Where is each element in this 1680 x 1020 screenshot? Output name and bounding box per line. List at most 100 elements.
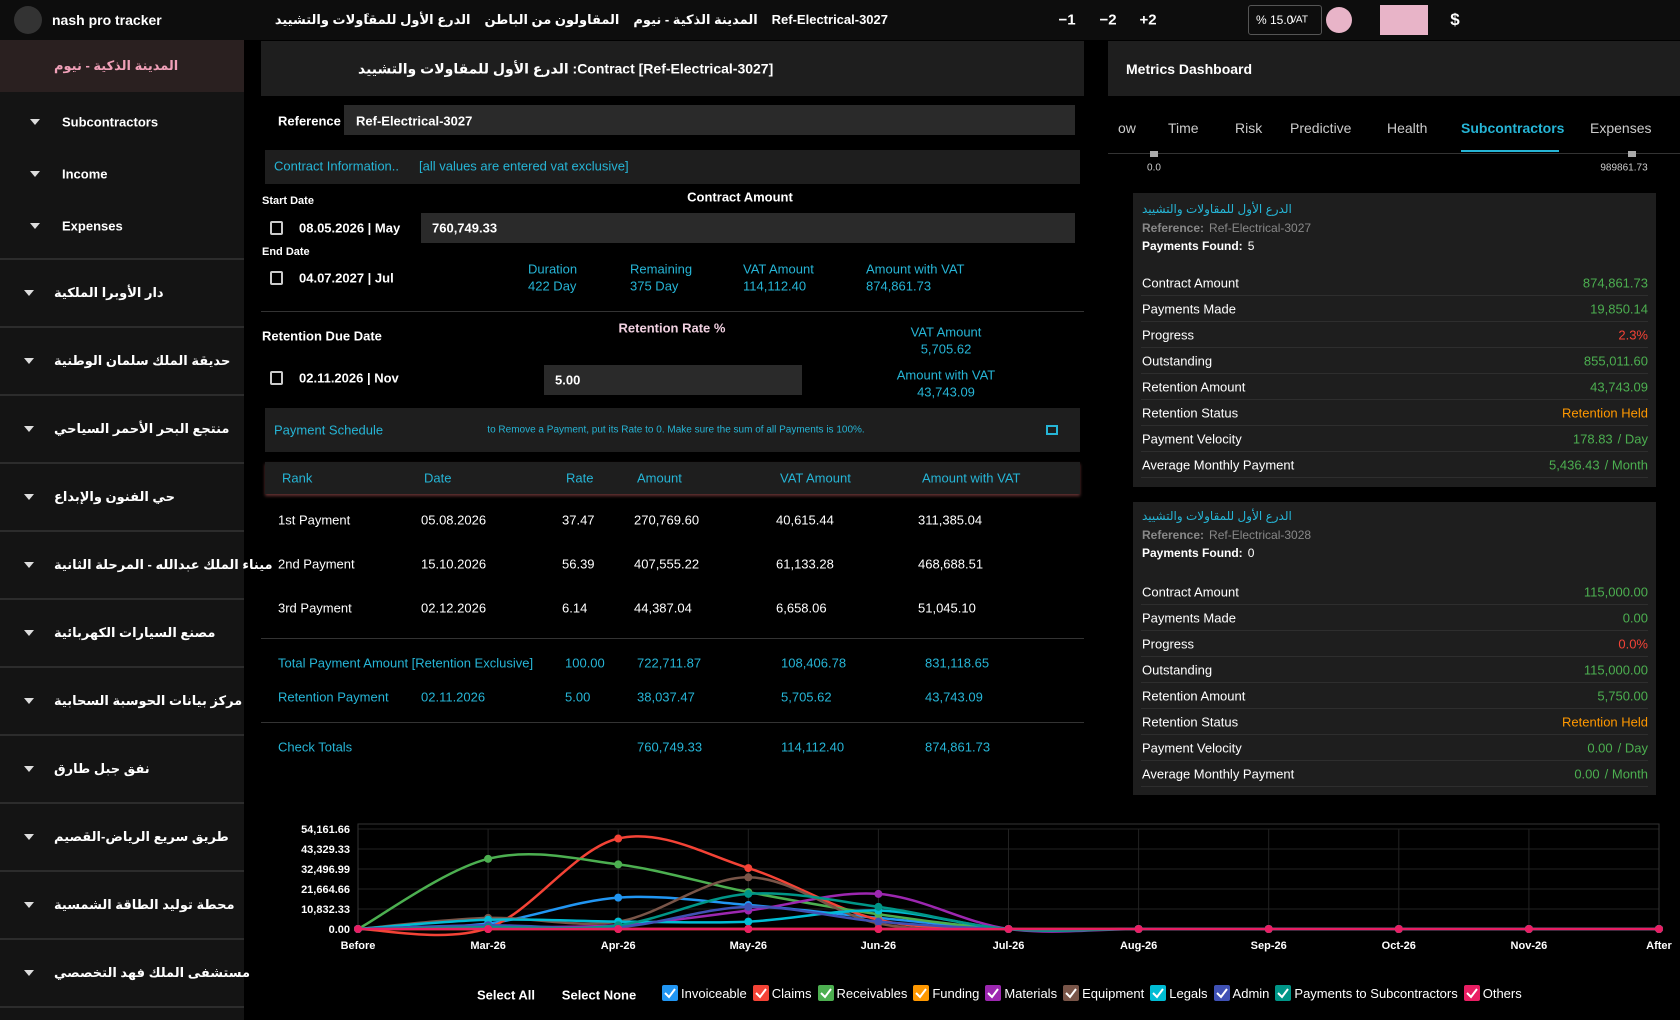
x-tick-label: Aug-26 bbox=[1120, 940, 1157, 952]
sidebar-caret bbox=[24, 290, 34, 296]
reference-label: Reference: bbox=[1142, 528, 1205, 542]
legend-item[interactable]: Funding bbox=[913, 985, 979, 1001]
data-point bbox=[1524, 925, 1533, 933]
legend-item[interactable]: Receivables bbox=[817, 985, 907, 1001]
table-cell[interactable]: 2nd Payment bbox=[278, 556, 355, 572]
legend-item[interactable]: Legals bbox=[1150, 985, 1208, 1001]
breadcrumb-item[interactable]: المقاولون من الباطن bbox=[484, 12, 620, 27]
tab[interactable]: ow bbox=[1118, 120, 1136, 136]
legend-item[interactable]: Admin bbox=[1213, 985, 1269, 1001]
metric-label: Payment Velocity bbox=[1142, 740, 1242, 756]
sidebar-project[interactable]: مركز بيانات الحوسبة السحابية bbox=[54, 693, 243, 708]
legend-checkbox[interactable] bbox=[1150, 985, 1167, 1001]
data-point bbox=[1264, 925, 1273, 933]
sidebar-sub-item[interactable]: Subcontractors bbox=[62, 114, 159, 130]
select-all[interactable]: Select All bbox=[476, 987, 536, 1003]
summary-label: Duration bbox=[528, 261, 578, 277]
metric-sep bbox=[1141, 682, 1648, 683]
tab[interactable]: Time bbox=[1168, 120, 1199, 136]
table-cell[interactable]: 15.10.2026 bbox=[421, 556, 487, 572]
metric-sep bbox=[1141, 399, 1648, 400]
x-tick-label: Mar-26 bbox=[470, 940, 505, 952]
check-vat: 114,112.40 bbox=[781, 739, 845, 755]
legend-item[interactable]: Others bbox=[1463, 985, 1522, 1001]
sidebar-project[interactable]: حي الفنون والإبداع bbox=[54, 489, 175, 504]
check-amount: 760,749.33 bbox=[637, 739, 703, 755]
legend-item[interactable]: Payments to Subcontractors bbox=[1275, 985, 1458, 1001]
amount-input[interactable] bbox=[421, 213, 1075, 243]
legend-checkbox[interactable] bbox=[913, 985, 930, 1001]
rate-input[interactable] bbox=[544, 365, 802, 395]
sidebar-sep bbox=[0, 938, 244, 940]
reference: Ref-Electrical-3028 bbox=[1209, 528, 1312, 542]
sidebar-sub-item[interactable]: Expenses bbox=[62, 218, 123, 234]
slider-thumb bbox=[1150, 151, 1158, 157]
start-date[interactable]: 08.05.2026 | May bbox=[299, 220, 401, 236]
legend-checkbox[interactable] bbox=[1463, 985, 1480, 1001]
check bbox=[664, 988, 676, 999]
legend-checkbox[interactable] bbox=[817, 985, 834, 1001]
tab[interactable]: Health bbox=[1387, 120, 1428, 136]
metric-sep bbox=[1141, 451, 1648, 452]
tab[interactable]: Risk bbox=[1235, 120, 1263, 136]
tab[interactable]: Subcontractors bbox=[1461, 120, 1565, 136]
sidebar-project[interactable]: منتجع البحر الأحمر السياحي bbox=[54, 421, 230, 436]
legend-item[interactable]: Materials bbox=[985, 985, 1057, 1001]
metric-label: Progress bbox=[1142, 636, 1195, 652]
sidebar-sep bbox=[0, 870, 244, 872]
retention-due[interactable]: 02.11.2026 | Nov bbox=[299, 370, 399, 386]
end-date[interactable]: 04.07.2027 | Jul bbox=[299, 270, 394, 286]
step-button[interactable]: +2 bbox=[1139, 11, 1157, 29]
sidebar-project[interactable]: محطة توليد الطاقة الشمسية bbox=[54, 897, 235, 912]
metric-sep bbox=[1141, 321, 1648, 322]
legend-checkbox[interactable] bbox=[985, 985, 1002, 1001]
table-cell[interactable]: 05.08.2026 bbox=[421, 512, 487, 528]
step-button[interactable]: −2 bbox=[1099, 11, 1117, 29]
table-cell[interactable]: 1st Payment bbox=[278, 512, 351, 528]
sidebar-project[interactable]: مستشفى الملك فهد التخصصي bbox=[54, 965, 251, 980]
legend-checkbox[interactable] bbox=[1213, 985, 1230, 1001]
legend-item[interactable]: Claims bbox=[752, 985, 812, 1001]
currency[interactable]: $ bbox=[1450, 10, 1460, 29]
separator bbox=[261, 722, 1084, 723]
sidebar-project[interactable]: حديقة الملك سلمان الوطنية bbox=[54, 353, 231, 368]
breadcrumb-item[interactable]: الدرع الأول للمقاولات والتشييد bbox=[274, 12, 471, 27]
sidebar-project[interactable]: ميناء الملك عبدالله - المرحلة الثانية bbox=[54, 557, 273, 572]
legend-checkbox[interactable] bbox=[752, 985, 769, 1001]
sidebar-project[interactable]: دار الأوبرا الملكية bbox=[54, 285, 164, 300]
sidebar-project[interactable]: مصنع السيارات الكهربائية bbox=[54, 625, 216, 640]
legend-checkbox[interactable] bbox=[662, 985, 678, 1001]
select-none[interactable]: Select None bbox=[561, 987, 637, 1003]
x-tick-label: Jul-26 bbox=[993, 940, 1025, 952]
metric-value: 2.3% bbox=[1618, 327, 1648, 343]
legend-item[interactable]: Invoiceable bbox=[662, 985, 747, 1001]
metric-value: 115,000.00 bbox=[1583, 584, 1648, 600]
sidebar-project[interactable]: طريق سريع الرياض-القصيم bbox=[54, 829, 229, 844]
table-cell[interactable]: 37.47 bbox=[562, 512, 595, 528]
data-point bbox=[1004, 925, 1013, 933]
legend-item[interactable]: Equipment bbox=[1063, 985, 1144, 1001]
sidebar-active[interactable]: المدينة الذكية - نيوم bbox=[54, 58, 179, 73]
sidebar-project[interactable]: نفق جبل طارق bbox=[54, 761, 150, 776]
metric-value-row: 5,436.43/ Month bbox=[1549, 458, 1648, 473]
data-point bbox=[484, 915, 493, 924]
step-button[interactable]: −1 bbox=[1058, 11, 1076, 29]
breadcrumb-item[interactable]: Ref-Electrical-3027 bbox=[771, 12, 888, 27]
table-cell[interactable]: 6.14 bbox=[562, 600, 588, 616]
table-cell[interactable]: 02.12.2026 bbox=[421, 600, 487, 616]
reference-input[interactable] bbox=[344, 105, 1075, 135]
y-tick-label: 32,496.99 bbox=[301, 864, 350, 876]
data-point bbox=[484, 925, 493, 933]
sidebar-sub-item[interactable]: Income bbox=[62, 166, 108, 182]
table-cell[interactable]: 56.39 bbox=[562, 556, 595, 572]
breadcrumb-item[interactable]: المدينة الذكية - نيوم bbox=[633, 12, 758, 27]
data-point bbox=[1655, 925, 1663, 933]
legend-checkbox[interactable] bbox=[1063, 985, 1080, 1001]
tab[interactable]: Expenses bbox=[1590, 120, 1652, 136]
table-cell: 270,769.60 bbox=[634, 512, 700, 528]
legend-checkbox[interactable] bbox=[1275, 985, 1292, 1001]
card-reference: Reference: Ref-Electrical-3027 bbox=[1142, 221, 1311, 235]
retention-vat-label: VAT Amount bbox=[910, 324, 982, 340]
table-cell[interactable]: 3rd Payment bbox=[278, 600, 352, 616]
tab[interactable]: Predictive bbox=[1290, 120, 1352, 136]
